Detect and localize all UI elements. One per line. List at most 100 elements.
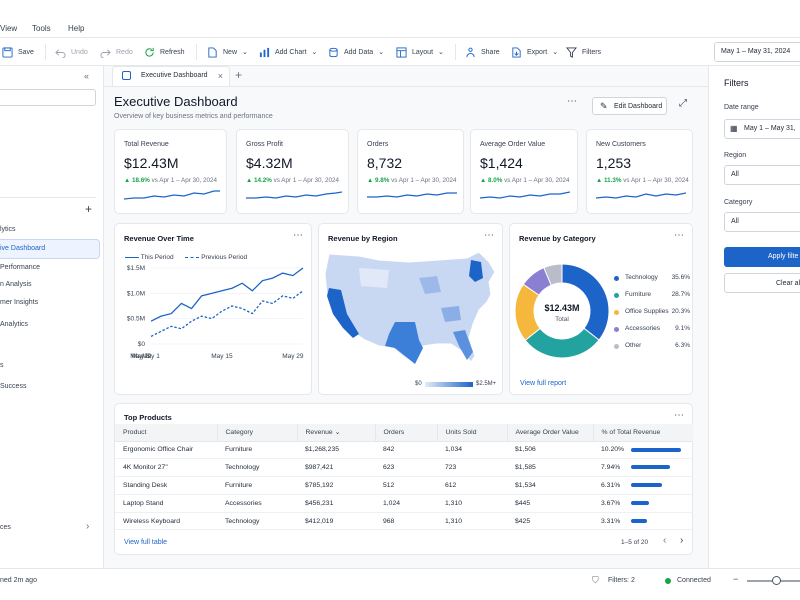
- pagination-text: 1–5 of 20: [621, 539, 649, 546]
- menu-help[interactable]: Help: [68, 24, 85, 33]
- state-texas[interactable]: [385, 322, 423, 364]
- kpi-card-new-customers[interactable]: New Customers 1,253 ▲ 11.3% vs Apr 1 – A…: [586, 129, 693, 214]
- active-filters-count[interactable]: Filters: 2: [608, 577, 635, 584]
- col-aov[interactable]: Average Order Value: [507, 424, 594, 442]
- state-california[interactable]: [327, 288, 359, 338]
- cell-share: 3.31%: [593, 512, 693, 531]
- view-full-report-link[interactable]: View full report: [520, 380, 567, 387]
- table-row[interactable]: Laptop Stand Accessories $456,231 1,024 1,31…: [115, 494, 693, 513]
- edit-dashboard-button[interactable]: ✎ Edit Dashboard: [592, 97, 667, 115]
- donut-slice-other: [543, 263, 563, 286]
- prev-page-icon[interactable]: ‹: [663, 535, 667, 546]
- sparkline: [596, 192, 686, 199]
- legend-label: Furniture: [625, 291, 652, 298]
- state-georgia[interactable]: [441, 306, 461, 322]
- layout-button[interactable]: Layout ⌄: [396, 46, 444, 58]
- sidebar-item-success[interactable]: Success: [0, 383, 27, 390]
- y-tick-label: $0: [138, 341, 146, 348]
- add-chart-button[interactable]: Add Chart ⌄: [259, 46, 317, 58]
- new-button[interactable]: New ⌄: [207, 46, 248, 58]
- cell-category: Technology: [217, 512, 297, 531]
- apply-filters-button[interactable]: Apply filte: [724, 247, 800, 267]
- menu-view[interactable]: View: [0, 24, 18, 33]
- col-orders[interactable]: Orders: [375, 424, 438, 442]
- state-florida[interactable]: [453, 330, 473, 360]
- sidebar-search-input[interactable]: [0, 89, 96, 106]
- save-button[interactable]: Save: [2, 46, 34, 58]
- layout-icon: [396, 46, 407, 58]
- date-range-picker[interactable]: May 1 – May 31, 2024: [714, 42, 800, 62]
- color-scale: [425, 382, 473, 387]
- col-revenue[interactable]: Revenue ⌄: [297, 424, 376, 442]
- kpi-card-average-order-value[interactable]: Average Order Value $1,424 ▲ 8.0% vs Apr…: [470, 129, 578, 214]
- sidebar-item-executive-dashboard[interactable]: ive Dashboard: [0, 245, 46, 252]
- tab-executive-dashboard[interactable]: Executive Dashboard ×: [112, 66, 230, 86]
- delta-compare: vs Apr 1 – Apr 30, 2024: [273, 177, 340, 184]
- share-button[interactable]: Share: [465, 46, 500, 58]
- add-tab-icon[interactable]: +: [235, 68, 243, 82]
- col-category[interactable]: Category: [217, 424, 298, 442]
- col-share[interactable]: % of Total Revenue: [593, 424, 693, 442]
- kpi-title: Average Order Value: [480, 141, 546, 148]
- delta-value: 18.6%: [131, 177, 150, 184]
- zoom-out-icon[interactable]: −: [733, 574, 739, 584]
- connection-status-dot: [665, 578, 671, 584]
- zoom-slider-thumb[interactable]: [772, 576, 781, 585]
- date-range-value: May 1 – May 31,: [744, 125, 796, 132]
- category-select[interactable]: All: [724, 212, 800, 232]
- table-row[interactable]: Standing Desk Furniture $785,192 512 612 $1,5…: [115, 476, 693, 495]
- table-row[interactable]: 4K Monitor 27" Technology $987,421 623 723 $1…: [115, 458, 693, 478]
- cell-aov: $1,585: [507, 458, 593, 478]
- chevron-right-icon[interactable]: ›: [86, 521, 90, 532]
- clear-all-button[interactable]: Clear all: [724, 273, 800, 293]
- sidebar-item-analysis[interactable]: n Analysis: [0, 281, 32, 288]
- more-icon[interactable]: ⋯: [567, 96, 577, 107]
- refresh-button[interactable]: Refresh: [144, 46, 185, 58]
- sidebar-item-analytics[interactable]: lytics: [0, 226, 16, 233]
- menu-bar: View Tools Help: [0, 0, 800, 38]
- table-row[interactable]: Ergonomic Office Chair Furniture $1,268,23…: [115, 441, 693, 460]
- sidebar-item-resources[interactable]: ces: [0, 524, 11, 531]
- redo-button[interactable]: Redo: [100, 46, 133, 58]
- col-product[interactable]: Product: [115, 424, 218, 442]
- date-range-field[interactable]: ▦ May 1 – May 31,: [724, 119, 800, 139]
- donut-slice-furniture: [524, 327, 600, 359]
- legend-label: Accessories: [625, 325, 661, 332]
- kpi-card-total-revenue[interactable]: Total Revenue $12.43M ▲ 18.6% vs Apr 1 –…: [114, 129, 227, 214]
- state-illinois[interactable]: [419, 276, 441, 294]
- more-icon[interactable]: ⋯: [484, 230, 494, 241]
- view-full-table-link[interactable]: View full table: [124, 539, 168, 546]
- export-button[interactable]: Export ⌄: [511, 46, 558, 58]
- collapse-icon[interactable]: «: [84, 71, 90, 81]
- cell-share: 7.94%: [593, 458, 693, 478]
- add-icon[interactable]: +: [85, 202, 93, 216]
- kpi-card-gross-profit[interactable]: Gross Profit $4.32M ▲ 14.2% vs Apr 1 – A…: [236, 129, 349, 214]
- add-data-button[interactable]: Add Data ⌄: [328, 46, 384, 58]
- filters-panel: Filters Date range ▦ May 1 – May 31, Reg…: [708, 66, 800, 568]
- col-units-sold[interactable]: Units Sold: [437, 424, 508, 442]
- expand-icon[interactable]: ⤢: [679, 98, 687, 109]
- more-icon[interactable]: ⋯: [674, 410, 684, 421]
- tab-strip: Executive Dashboard × +: [104, 66, 708, 86]
- legend-value: 9.1%: [675, 325, 690, 332]
- table-row[interactable]: Wireless Keyboard Technology $412,019 968 1,…: [115, 512, 693, 531]
- state-mountain[interactable]: [359, 268, 389, 288]
- state-new-york[interactable]: [469, 260, 483, 282]
- kpi-card-orders[interactable]: Orders 8,732 ▲ 9.8% vs Apr 1 – Apr 30, 2…: [357, 129, 464, 214]
- sidebar-item-analytics-2[interactable]: Analytics: [0, 321, 29, 328]
- next-page-icon[interactable]: ›: [680, 535, 684, 546]
- category-legend: Technology 35.6% Furniture 28.7% Office Supp…: [614, 274, 690, 359]
- sidebar-item-s[interactable]: s: [0, 362, 4, 369]
- filters-button[interactable]: Filters: [566, 46, 601, 58]
- sidebar-item-performance[interactable]: Performance: [0, 264, 41, 271]
- close-icon[interactable]: ×: [217, 71, 223, 81]
- delta-value: 14.2%: [253, 177, 272, 184]
- undo-button[interactable]: Undo: [55, 46, 88, 58]
- menu-tools[interactable]: Tools: [32, 24, 51, 33]
- sidebar-item-customer-insights[interactable]: mer Insights: [0, 299, 39, 306]
- cell-orders: 623: [375, 458, 437, 478]
- kpi-delta: ▲ 9.8% vs Apr 1 – Apr 30, 2024: [367, 177, 457, 184]
- more-icon[interactable]: ⋯: [674, 230, 684, 241]
- region-select[interactable]: All: [724, 165, 800, 185]
- more-icon[interactable]: ⋯: [293, 230, 303, 241]
